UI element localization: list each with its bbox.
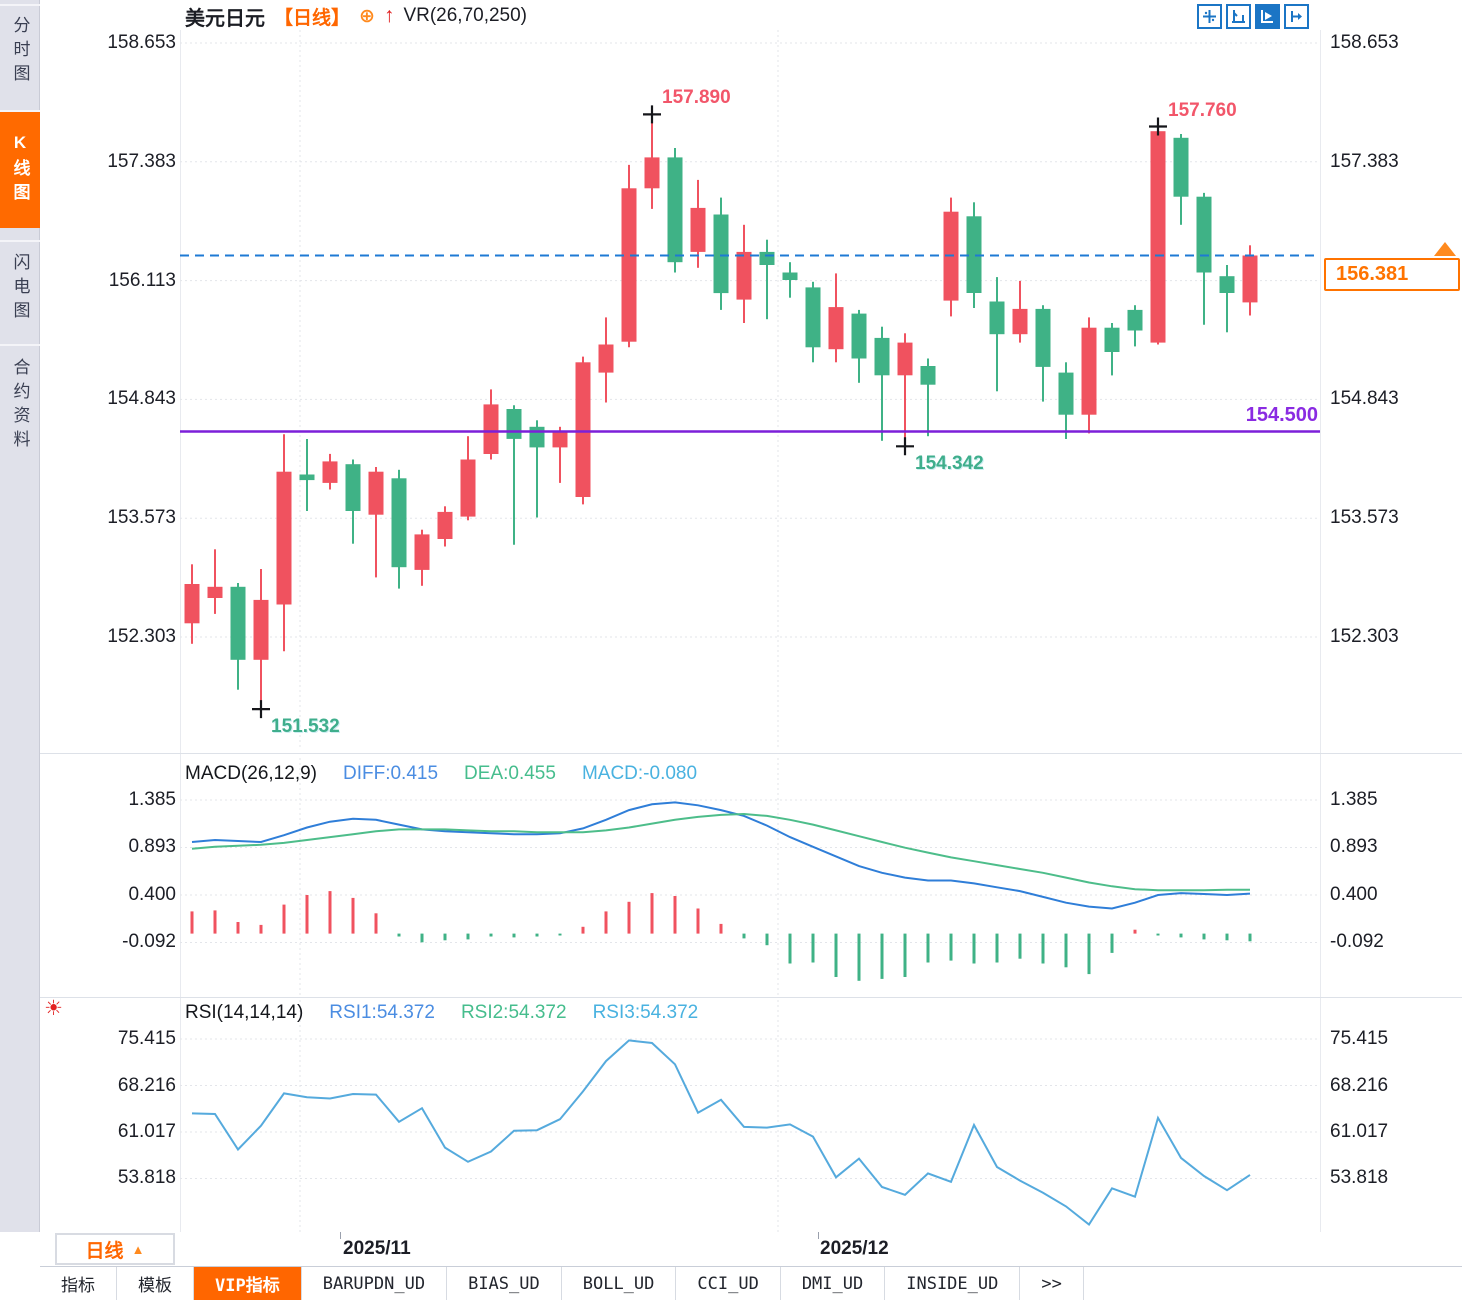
indicator-tab-bar: 指标 模板 VIP指标 BARUPDN_UD BIAS_UD BOLL_UD CCI_UD D…	[40, 1266, 1462, 1300]
rsi1-value: RSI1:54.372	[329, 1002, 435, 1023]
price-annotation: 154.342	[915, 453, 984, 475]
chart-header: 美元日元 【日线】 ⊕ ↑ VR(26,70,250)	[185, 2, 527, 30]
rsi-title: RSI(14,14,14)	[185, 1002, 304, 1023]
period-selector-button[interactable]: 日线 ▲	[55, 1233, 175, 1265]
indicator-label: VR(26,70,250)	[403, 5, 528, 26]
y-axis-tick-label: 61.017	[117, 1121, 176, 1142]
rsi-header: RSI(14,14,14) RSI1:54.372 RSI2:54.372 RS…	[185, 1002, 698, 1024]
axis-gutter-divider	[1320, 30, 1321, 1232]
price-marker-arrow-icon	[1434, 242, 1456, 256]
y-axis-tick-label: 1.385	[128, 788, 176, 810]
macd-header: MACD(26,12,9) DIFF:0.415 DEA:0.455 MACD:…	[185, 763, 697, 785]
macd-dea-value: DEA:0.455	[464, 763, 556, 784]
y-axis-tick-label: 68.216	[1330, 1074, 1389, 1096]
rsi2-value: RSI2:54.372	[460, 1002, 567, 1023]
panel-divider	[40, 997, 1462, 998]
y-axis-tick-label: 75.415	[1330, 1028, 1389, 1049]
auto-follow-icon[interactable]	[1255, 4, 1280, 29]
y-axis-tick-label: 0.400	[1330, 884, 1378, 905]
sidebar-item-flash-chart[interactable]: 闪电图	[0, 240, 40, 336]
x-axis-tick	[818, 1232, 819, 1239]
bottom-tab-INSIDE_UD[interactable]: INSIDE_UD	[885, 1267, 1021, 1300]
panel-divider	[40, 753, 1462, 754]
y-axis-tick-label: -0.092	[122, 931, 176, 953]
x-axis-tick	[340, 1232, 341, 1239]
sidebar-item-contract-info[interactable]: 合约资料	[0, 344, 40, 466]
y-axis-tick-label: 158.653	[107, 32, 176, 53]
y-axis-tick-label: 154.843	[1330, 388, 1399, 410]
bottom-tab-BOLL_UD[interactable]: BOLL_UD	[562, 1267, 677, 1300]
y-axis-tick-label: 53.818	[117, 1167, 176, 1189]
y-axis-tick-label: 157.383	[107, 150, 176, 172]
macd-diff-value: DIFF:0.415	[343, 763, 439, 784]
bottom-tab-VIP指标[interactable]: VIP指标	[194, 1267, 302, 1300]
y-axis-tick-label: -0.092	[1330, 931, 1384, 953]
bottom-tab-DMI_UD[interactable]: DMI_UD	[781, 1267, 886, 1300]
y-axis-tick-label: 0.893	[1330, 836, 1378, 858]
x-axis-label-dec: 2025/12	[820, 1238, 889, 1259]
crosshair-pan-icon[interactable]	[1197, 4, 1222, 29]
support-line-label: 154.500	[1245, 404, 1318, 426]
bottom-tab->>[interactable]: >>	[1020, 1267, 1084, 1300]
rsi3-value: RSI3:54.372	[592, 1002, 699, 1023]
y-axis-tick-label: 158.653	[1330, 32, 1399, 53]
macd-macd-value: MACD:-0.080	[581, 763, 698, 784]
sidebar-item-time-chart[interactable]: 分时图	[0, 4, 40, 98]
y-axis-tick-label: 152.303	[1330, 625, 1399, 647]
bottom-tab-模板[interactable]: 模板	[117, 1267, 194, 1300]
jump-to-latest-icon[interactable]	[1284, 4, 1309, 29]
up-arrow-icon: ↑	[383, 4, 395, 27]
bottom-tab-CCI_UD[interactable]: CCI_UD	[676, 1267, 781, 1300]
triangle-up-icon: ▲	[131, 1241, 145, 1257]
y-axis-tick-label: 75.415	[117, 1028, 176, 1049]
y-axis-tick-label: 153.573	[107, 507, 176, 529]
sidebar-item-candle-chart[interactable]: K线图	[0, 110, 40, 228]
symbol-name: 美元日元	[185, 7, 265, 30]
y-axis-tick-label: 152.303	[107, 625, 176, 647]
sidebar-bottom-panel	[0, 1232, 40, 1300]
y-axis-tick-label: 156.113	[108, 269, 176, 291]
indicator-settings-sun-icon[interactable]: ☀	[44, 997, 63, 1020]
y-axis-tick-label: 153.573	[1330, 507, 1399, 529]
chart-toolbar	[1197, 4, 1309, 29]
price-annotation: 157.890	[662, 87, 731, 109]
bottom-tab-BARUPDN_UD[interactable]: BARUPDN_UD	[302, 1267, 448, 1300]
y-axis-tick-label: 157.383	[1330, 150, 1399, 172]
price-annotation: 151.532	[271, 716, 340, 738]
axis-gutter-divider	[180, 30, 181, 1232]
y-axis-tick-label: 68.216	[117, 1074, 176, 1096]
bottom-tab-指标[interactable]: 指标	[40, 1267, 117, 1300]
y-axis-tick-label: 53.818	[1330, 1167, 1389, 1189]
y-axis-tick-label: 0.400	[128, 884, 176, 905]
y-axis-tick-label: 0.893	[128, 836, 176, 858]
zoom-plus-icon[interactable]: ⊕	[359, 5, 375, 27]
bottom-tab-BIAS_UD[interactable]: BIAS_UD	[447, 1267, 562, 1300]
y-axis-tick-label: 154.843	[107, 388, 176, 410]
y-axis-tick-label: 61.017	[1330, 1121, 1389, 1142]
left-sidebar: 分时图 K线图 闪电图 合约资料	[0, 0, 40, 1232]
period-tag[interactable]: 【日线】	[274, 7, 351, 29]
price-annotation: 157.760	[1168, 99, 1237, 121]
current-price-marker: 156.381	[1324, 258, 1460, 291]
y-axis-tick-label: 1.385	[1330, 788, 1378, 810]
macd-title: MACD(26,12,9)	[185, 763, 317, 784]
x-axis-strip: 2025/11 2025/12 日线 ▲	[40, 1232, 1462, 1266]
period-selector-label: 日线	[85, 1240, 124, 1262]
axis-scale-icon[interactable]	[1226, 4, 1251, 29]
x-axis-label-nov: 2025/11	[343, 1238, 411, 1259]
